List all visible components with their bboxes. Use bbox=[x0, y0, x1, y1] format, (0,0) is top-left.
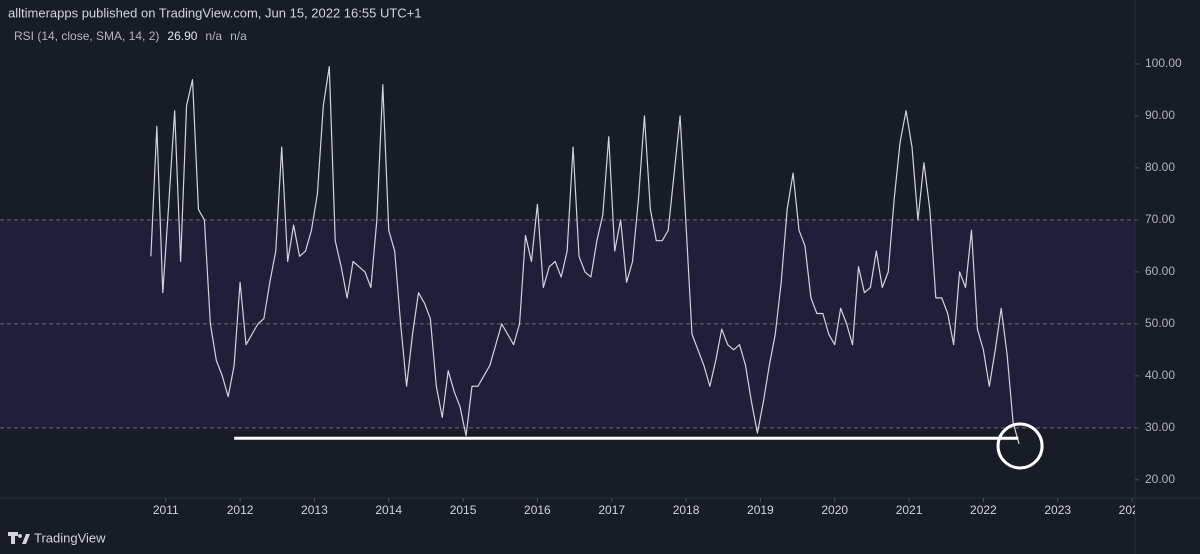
brand: TradingView bbox=[8, 530, 106, 545]
chart-title: alltimerapps published on TradingView.co… bbox=[8, 5, 422, 20]
y-tick-label: 20.00 bbox=[1145, 472, 1175, 486]
plot-area bbox=[0, 65, 1135, 445]
x-tick-label: 2014 bbox=[375, 503, 402, 517]
y-tick-label: 100.00 bbox=[1145, 56, 1182, 70]
y-tick-label: 70.00 bbox=[1145, 212, 1175, 226]
y-tick-label: 90.00 bbox=[1145, 108, 1175, 122]
legend-value: 26.90 bbox=[167, 29, 197, 43]
brand-name: TradingView bbox=[34, 530, 106, 545]
y-tick-label: 40.00 bbox=[1145, 368, 1175, 382]
brand-logo bbox=[8, 532, 30, 544]
x-tick-label: 2022 bbox=[970, 503, 997, 517]
x-tick-label: 2023 bbox=[1044, 503, 1071, 517]
x-tick-label: 2018 bbox=[673, 503, 700, 517]
x-tick-label: 2011 bbox=[153, 503, 179, 517]
x-tick-label: 2013 bbox=[301, 503, 328, 517]
y-tick-label: 60.00 bbox=[1145, 264, 1175, 278]
legend-extra: n/a bbox=[230, 29, 247, 43]
x-tick-label: 2021 bbox=[896, 503, 923, 517]
y-tick-label: 50.00 bbox=[1145, 316, 1175, 330]
x-tick-label: 2015 bbox=[450, 503, 477, 517]
x-tick-label: 2012 bbox=[227, 503, 254, 517]
y-tick-label: 30.00 bbox=[1145, 420, 1175, 434]
x-tick-label: 2017 bbox=[598, 503, 625, 517]
highlight-circle bbox=[996, 422, 1044, 470]
x-tick-label: 2016 bbox=[524, 503, 551, 517]
x-tick-label: 2019 bbox=[747, 503, 774, 517]
y-tick-label: 80.00 bbox=[1145, 160, 1175, 174]
legend: RSI (14, close, SMA, 14, 2) 26.90 n/a n/… bbox=[14, 29, 247, 43]
x-axis: 2011 2012 2013 2014 2015 2016 2017 2018 2019 2020… bbox=[153, 498, 1146, 517]
x-tick-label: 2020 bbox=[821, 503, 848, 517]
legend-name: RSI (14, close, SMA, 14, 2) bbox=[14, 29, 159, 43]
rsi-line bbox=[150, 65, 1020, 445]
legend-extra: n/a bbox=[205, 29, 222, 43]
x-tick-label: 2024 bbox=[1119, 503, 1146, 517]
